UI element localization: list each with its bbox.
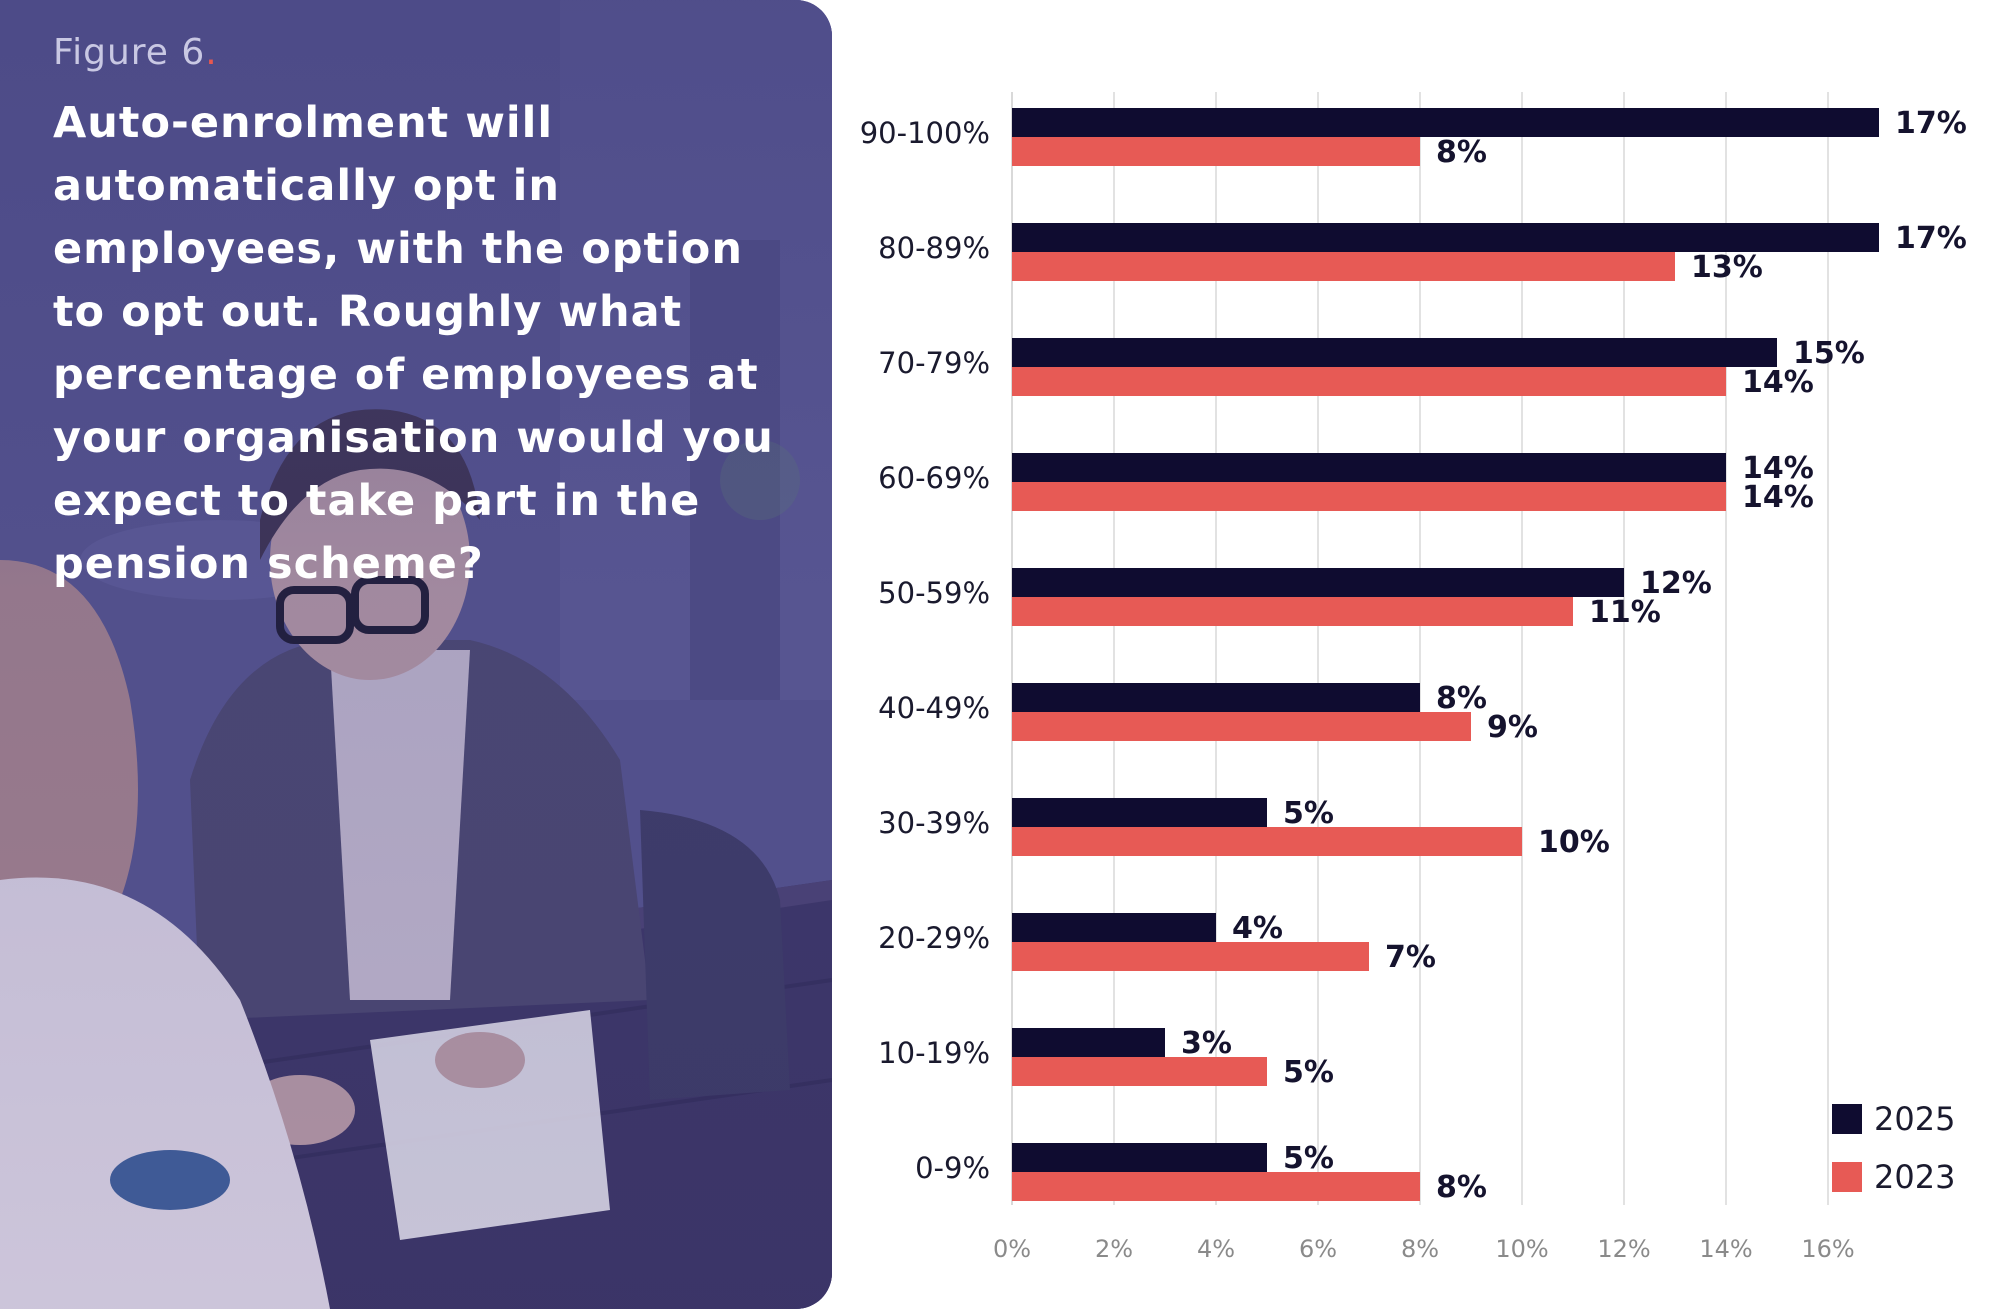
figure-label-dot: .: [205, 32, 218, 73]
data-label-2023: 11%: [1589, 595, 1661, 630]
bar-2023: [1012, 942, 1369, 971]
legend-swatch-2025: [1832, 1104, 1862, 1134]
bar-2025: [1012, 108, 1879, 137]
x-tick-label: 12%: [1597, 1235, 1650, 1263]
x-tick-label: 2%: [1095, 1235, 1133, 1263]
category-label: 20-29%: [878, 921, 990, 955]
data-label-2023: 14%: [1742, 480, 1814, 515]
x-tick-label: 0%: [993, 1235, 1031, 1263]
data-label-2023: 14%: [1742, 365, 1814, 400]
category-label: 60-69%: [878, 461, 990, 495]
bar-2023: [1012, 1057, 1267, 1086]
bar-2025: [1012, 453, 1726, 482]
x-tick-label: 10%: [1495, 1235, 1548, 1263]
data-label-2025: 17%: [1895, 221, 1967, 256]
category-label: 50-59%: [878, 576, 990, 610]
data-label-2025: 8%: [1436, 681, 1487, 716]
bar-2023: [1012, 1172, 1420, 1201]
data-label-2025: 12%: [1640, 566, 1712, 601]
category-label: 70-79%: [878, 346, 990, 380]
photo-panel: Figure 6. Auto-enrolment will automatica…: [0, 0, 832, 1309]
bar-2023: [1012, 712, 1471, 741]
photo-tint-overlay: [0, 0, 832, 1309]
legend-item-2025: 2025: [1832, 1090, 1955, 1148]
bar-2023: [1012, 252, 1675, 281]
data-label-2025: 17%: [1895, 106, 1967, 141]
bar-2025: [1012, 1028, 1165, 1057]
category-label: 10-19%: [878, 1036, 990, 1070]
bar-chart: 0% 2% 4% 6% 8% 10% 12% 14% 16% 90-100% 17% 8% 80-89%…: [832, 0, 2000, 1309]
bar-2023: [1012, 367, 1726, 396]
data-label-2023: 10%: [1538, 825, 1610, 860]
legend-label-2025: 2025: [1874, 1100, 1956, 1138]
category-label: 30-39%: [878, 806, 990, 840]
category-label: 90-100%: [860, 116, 990, 150]
bar-2023: [1012, 482, 1726, 511]
chart-legend: 2025 2023: [1832, 1090, 1955, 1206]
bar-2025: [1012, 223, 1879, 252]
category-label: 0-9%: [915, 1151, 990, 1185]
x-tick-label: 14%: [1699, 1235, 1752, 1263]
legend-label-2023: 2023: [1874, 1158, 1956, 1196]
x-tick-label: 4%: [1197, 1235, 1235, 1263]
bar-2025: [1012, 568, 1624, 597]
bar-2023: [1012, 597, 1573, 626]
data-label-2023: 7%: [1385, 940, 1436, 975]
legend-item-2023: 2023: [1832, 1148, 1955, 1206]
category-label: 80-89%: [878, 231, 990, 265]
data-label-2025: 14%: [1742, 451, 1814, 486]
bar-2025: [1012, 798, 1267, 827]
data-label-2025: 3%: [1181, 1026, 1232, 1061]
bar-2025: [1012, 1143, 1267, 1172]
data-label-2023: 8%: [1436, 1170, 1487, 1205]
category-label: 40-49%: [878, 691, 990, 725]
data-label-2025: 5%: [1283, 796, 1334, 831]
data-label-2025: 15%: [1793, 336, 1865, 371]
bar-2025: [1012, 338, 1777, 367]
bar-2025: [1012, 683, 1420, 712]
bar-chart-svg: 0% 2% 4% 6% 8% 10% 12% 14% 16% 90-100% 17% 8% 80-89%…: [860, 92, 1967, 1263]
data-label-2023: 8%: [1436, 135, 1487, 170]
bar-2023: [1012, 137, 1420, 166]
figure-label: Figure 6.: [53, 32, 218, 73]
bar-2023: [1012, 827, 1522, 856]
data-label-2025: 4%: [1232, 911, 1283, 946]
bar-2025: [1012, 913, 1216, 942]
x-tick-label: 6%: [1299, 1235, 1337, 1263]
data-label-2023: 5%: [1283, 1055, 1334, 1090]
question-text: Auto-enrolment will automatically opt in…: [53, 98, 774, 589]
data-label-2025: 5%: [1283, 1141, 1334, 1176]
data-label-2023: 13%: [1691, 250, 1763, 285]
data-label-2023: 9%: [1487, 710, 1538, 745]
x-tick-label: 8%: [1401, 1235, 1439, 1263]
x-tick-label: 16%: [1801, 1235, 1854, 1263]
legend-swatch-2023: [1832, 1162, 1862, 1192]
